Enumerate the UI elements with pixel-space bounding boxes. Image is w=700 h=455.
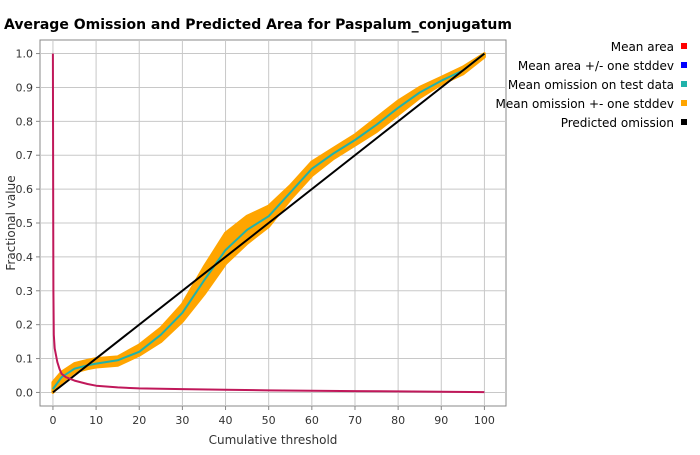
y-tick-label: 0.1 bbox=[16, 353, 34, 366]
legend-label: Mean area bbox=[611, 40, 674, 54]
series-layer bbox=[51, 52, 486, 394]
legend-swatch bbox=[681, 43, 687, 49]
chart-title: Average Omission and Predicted Area for … bbox=[4, 17, 512, 33]
x-tick-label: 80 bbox=[391, 414, 405, 427]
legend-label: Mean omission on test data bbox=[508, 78, 674, 92]
y-tick-label: 0.3 bbox=[16, 285, 34, 298]
x-tick-label: 40 bbox=[219, 414, 233, 427]
legend-label: Mean area +/- one stddev bbox=[518, 59, 674, 73]
y-tick-label: 0.0 bbox=[16, 386, 34, 399]
x-tick-label: 50 bbox=[262, 414, 276, 427]
x-tick-label: 100 bbox=[474, 414, 495, 427]
tick-layer: 0 10 20 30 40 50 60 70 80 90 100 0.0 0.1 0.2 0.3 0.4 0.5… bbox=[16, 48, 495, 427]
legend: Mean area Mean area +/- one stddev Mean om… bbox=[496, 40, 687, 130]
y-tick-label: 0.6 bbox=[16, 183, 34, 196]
x-tick-label: 90 bbox=[434, 414, 448, 427]
x-tick-label: 0 bbox=[49, 414, 56, 427]
legend-swatch bbox=[681, 62, 687, 68]
x-tick-label: 70 bbox=[348, 414, 362, 427]
x-tick-label: 60 bbox=[305, 414, 319, 427]
y-tick-label: 0.5 bbox=[16, 217, 34, 230]
y-tick-label: 1.0 bbox=[16, 48, 34, 61]
y-tick-label: 0.4 bbox=[16, 251, 34, 264]
y-tick-label: 0.9 bbox=[16, 81, 34, 94]
y-tick-label: 0.7 bbox=[16, 149, 34, 162]
x-axis-label: Cumulative threshold bbox=[209, 433, 338, 447]
legend-swatch bbox=[681, 119, 687, 125]
predicted-omission-line bbox=[52, 52, 486, 394]
x-tick-label: 20 bbox=[132, 414, 146, 427]
legend-swatch bbox=[681, 81, 687, 87]
x-tick-label: 10 bbox=[89, 414, 103, 427]
y-tick-label: 0.8 bbox=[16, 115, 34, 128]
x-tick-label: 30 bbox=[175, 414, 189, 427]
legend-label: Predicted omission bbox=[561, 116, 674, 130]
y-tick-label: 0.2 bbox=[16, 319, 34, 332]
legend-label: Mean omission +- one stddev bbox=[496, 97, 675, 111]
legend-swatch bbox=[681, 100, 687, 106]
mean-area-line bbox=[51, 53, 485, 394]
y-axis-label: Fractional value bbox=[4, 175, 18, 270]
mean-omission-on-test-data-line bbox=[52, 52, 486, 390]
